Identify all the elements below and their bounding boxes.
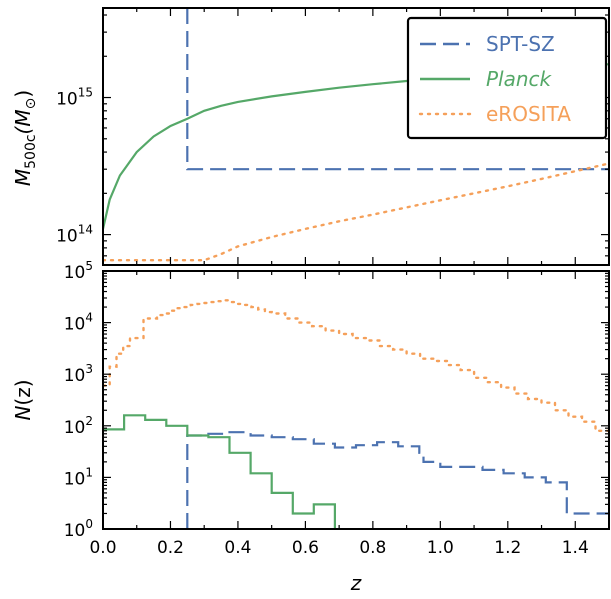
plot-frame — [102, 7, 610, 266]
legend-label-erosita: eROSITA — [486, 102, 571, 126]
y-tick-label: 104 — [64, 311, 93, 335]
y-axis-label-top: M500c(M⊙) — [11, 90, 39, 186]
bottom-panel: 100 101 102 103 104 105 0.0 0.2 0.4 0.6 0.8 1.0 1.2 1… — [64, 259, 610, 558]
legend-label-spt-sz: SPT-SZ — [486, 32, 555, 56]
axis-labels: M500c(M⊙) N(z) z — [11, 90, 362, 595]
y-axis-label-bottom: N(z) — [11, 379, 35, 420]
series-line-planck — [103, 414, 336, 529]
series-line-erosita — [103, 299, 609, 439]
top-panel: 1014 1015 — [56, 7, 610, 266]
series-line-spt-sz — [186, 431, 609, 529]
y-tick-label: 1015 — [56, 86, 93, 110]
x-axis-label: z — [350, 571, 362, 595]
series-group — [103, 299, 609, 529]
series-line-erosita — [103, 162, 609, 262]
y-tick-label: 1014 — [56, 223, 93, 247]
x-tick-label: 0.4 — [224, 538, 251, 558]
x-tick-label: 1.2 — [494, 538, 521, 558]
plot-frame — [102, 270, 610, 530]
legend-label-planck: Planck — [486, 67, 553, 91]
y-tick-label: 102 — [64, 414, 93, 438]
legend-box — [406, 16, 608, 140]
legend: SPT-SZ Planck eROSITA — [406, 16, 608, 140]
y-tick-label: 103 — [64, 362, 93, 386]
y-tick-label: 101 — [64, 465, 93, 489]
x-tick-label: 0.6 — [292, 538, 319, 558]
series-line-spt-sz — [186, 8, 609, 171]
y-tick-label: 105 — [64, 259, 93, 283]
x-tick-label: 1.0 — [427, 538, 454, 558]
x-tick-label: 0.0 — [89, 538, 116, 558]
x-tick-label: 0.2 — [157, 538, 184, 558]
y-tick-label: 100 — [64, 517, 93, 541]
x-tick-label: 1.4 — [562, 538, 589, 558]
x-tick-label: 0.8 — [359, 538, 386, 558]
